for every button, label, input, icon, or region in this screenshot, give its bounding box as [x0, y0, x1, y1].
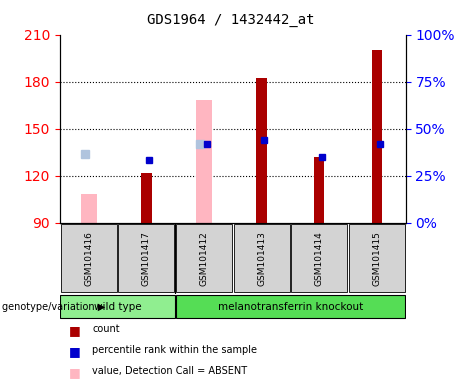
Bar — [349, 224, 405, 292]
Text: GSM101415: GSM101415 — [372, 231, 381, 286]
Text: GSM101417: GSM101417 — [142, 231, 151, 286]
Bar — [372, 50, 382, 223]
Text: GSM101413: GSM101413 — [257, 231, 266, 286]
Bar — [60, 295, 175, 318]
Bar — [141, 172, 152, 223]
Bar — [81, 195, 97, 223]
Bar — [196, 101, 212, 223]
Bar — [118, 224, 174, 292]
Text: GSM101414: GSM101414 — [315, 231, 324, 286]
Text: genotype/variation ▶: genotype/variation ▶ — [2, 302, 106, 312]
Text: ■: ■ — [69, 366, 81, 379]
Text: GDS1964 / 1432442_at: GDS1964 / 1432442_at — [147, 13, 314, 27]
Text: percentile rank within the sample: percentile rank within the sample — [92, 345, 257, 355]
Bar — [176, 224, 232, 292]
Bar — [314, 157, 325, 223]
Text: ■: ■ — [69, 345, 81, 358]
Text: GSM101416: GSM101416 — [84, 231, 93, 286]
Bar — [234, 224, 290, 292]
Text: melanotransferrin knockout: melanotransferrin knockout — [218, 302, 363, 312]
Text: count: count — [92, 324, 120, 334]
Text: wild type: wild type — [94, 302, 142, 312]
Text: value, Detection Call = ABSENT: value, Detection Call = ABSENT — [92, 366, 247, 376]
Bar — [61, 224, 117, 292]
Bar — [176, 295, 405, 318]
Bar — [291, 224, 347, 292]
Text: GSM101412: GSM101412 — [200, 231, 208, 286]
Bar — [256, 78, 267, 223]
Text: ■: ■ — [69, 324, 81, 337]
